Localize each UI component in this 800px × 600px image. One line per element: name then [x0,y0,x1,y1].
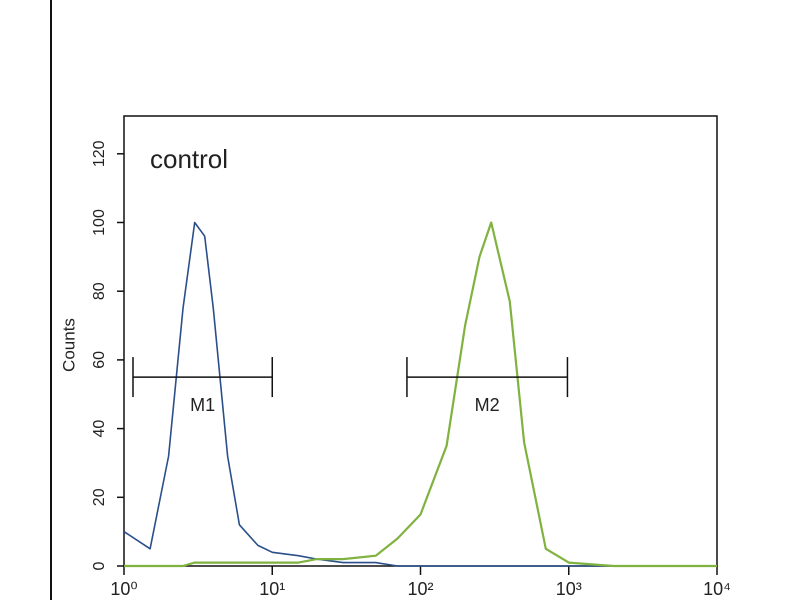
y-tick-label: 20 [91,488,108,506]
annotation: control [150,144,228,174]
gate-label: M1 [190,395,215,415]
y-tick-label: 40 [91,420,108,438]
histogram-line [123,221,717,567]
y-tick-label: 120 [91,140,108,167]
x-tick-label: 10¹ [259,579,285,599]
plot-border [123,115,718,567]
gate-label: M2 [475,395,500,415]
x-tick-label: 10⁴ [703,579,731,599]
histogram-line [124,221,717,568]
x-tick-label: 10² [407,579,433,599]
x-tick-label: 10³ [556,579,582,599]
y-axis-label: Counts [59,318,78,372]
x-tick-label: 10⁰ [110,579,137,599]
y-tick-label: 80 [91,282,108,300]
y-tick-label: 0 [91,561,108,570]
y-tick-label: 100 [91,209,108,236]
y-tick-label: 60 [91,351,108,369]
